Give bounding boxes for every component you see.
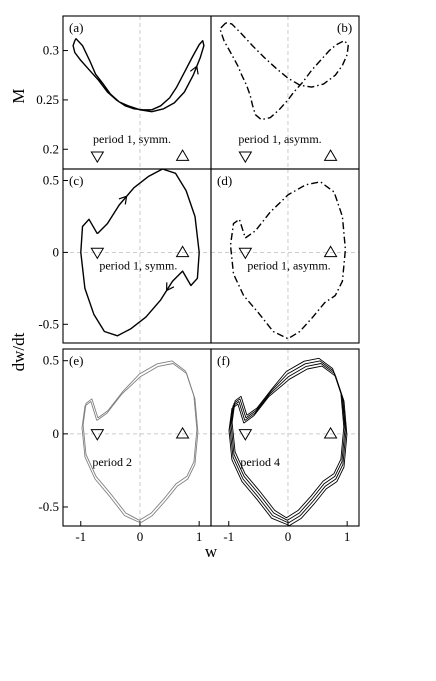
y-axis-label-top: M [9, 88, 28, 103]
up-triangle-marker [323, 245, 338, 258]
curve [229, 363, 347, 524]
y-tick-label: 0.2 [43, 141, 59, 156]
panel-c: 0.5 0 -0.5 (c) period 1, symm. [38, 168, 212, 344]
x-tick-label: 1 [196, 529, 203, 544]
curve [231, 357, 345, 519]
panel-label: (a) [69, 20, 83, 35]
x-tick-label: 0 [137, 529, 144, 544]
y-tick-label: -0.5 [38, 316, 59, 331]
panel-a: 0.2 0.25 0.3 (a) period 1, symm. [36, 15, 212, 170]
direction-arrow [189, 65, 199, 75]
x-tick-label: 0 [285, 529, 292, 544]
x-axis-label: w [205, 542, 218, 561]
panel-caption: period 4 [240, 455, 280, 469]
down-triangle-marker [90, 151, 105, 164]
curve [80, 168, 200, 337]
curve [219, 22, 349, 121]
panel-f: -1 0 1 (f) period 4 [210, 348, 360, 544]
curve [81, 363, 199, 524]
up-triangle-marker [175, 426, 190, 439]
panel-frame [210, 168, 360, 344]
y-tick-label: 0.5 [43, 173, 59, 188]
down-triangle-marker [90, 247, 105, 260]
curve [82, 360, 198, 521]
panel-frame [62, 15, 212, 170]
direction-arrow [118, 195, 128, 205]
panel-caption: period 2 [92, 455, 132, 469]
panel-e: 0.5 0 -0.5 -1 0 1 (e) period 2 [38, 348, 212, 544]
panel-label: (d) [217, 173, 232, 188]
up-triangle-marker [323, 426, 338, 439]
up-triangle-marker [175, 149, 190, 161]
panel-label: (e) [69, 353, 83, 368]
panel-caption: period 1, asymm. [247, 259, 330, 273]
panel-caption: period 1, asymm. [238, 132, 321, 146]
up-triangle-marker [323, 149, 338, 161]
x-tick-label: 1 [344, 529, 351, 544]
panel-frame [210, 348, 360, 527]
panel-caption: period 1, symm. [93, 132, 171, 146]
down-triangle-marker [238, 247, 253, 260]
curve [72, 38, 205, 113]
y-tick-label: 0 [53, 244, 60, 259]
down-triangle-marker [238, 429, 253, 441]
y-axis-label-bottom: dw/dt [9, 332, 28, 371]
x-tick-label: -1 [223, 529, 234, 544]
y-tick-label: 0.3 [43, 43, 59, 58]
down-triangle-marker [90, 429, 105, 441]
y-tick-label: 0 [53, 426, 60, 441]
panel-caption: period 1, symm. [99, 259, 177, 273]
y-tick-label: 0.25 [36, 92, 59, 107]
curve [230, 360, 346, 521]
panel-frame [210, 15, 360, 170]
panels-layer: 0.2 0.25 0.3 (a) period 1, symm. (b) period 1,… [36, 15, 360, 544]
curve [229, 181, 347, 340]
panel-d: (d) period 1, asymm. [210, 168, 360, 344]
panel-label: (f) [217, 353, 230, 368]
down-triangle-marker [238, 151, 253, 164]
x-tick-label: -1 [75, 529, 86, 544]
curve [228, 365, 348, 526]
y-tick-label: -0.5 [38, 499, 59, 514]
up-triangle-marker [175, 245, 190, 258]
panel-label: (b) [337, 20, 352, 35]
panel-b: (b) period 1, asymm. [210, 15, 360, 170]
panel-label: (c) [69, 173, 83, 188]
direction-arrow [165, 282, 175, 292]
y-tick-label: 0.5 [43, 353, 59, 368]
